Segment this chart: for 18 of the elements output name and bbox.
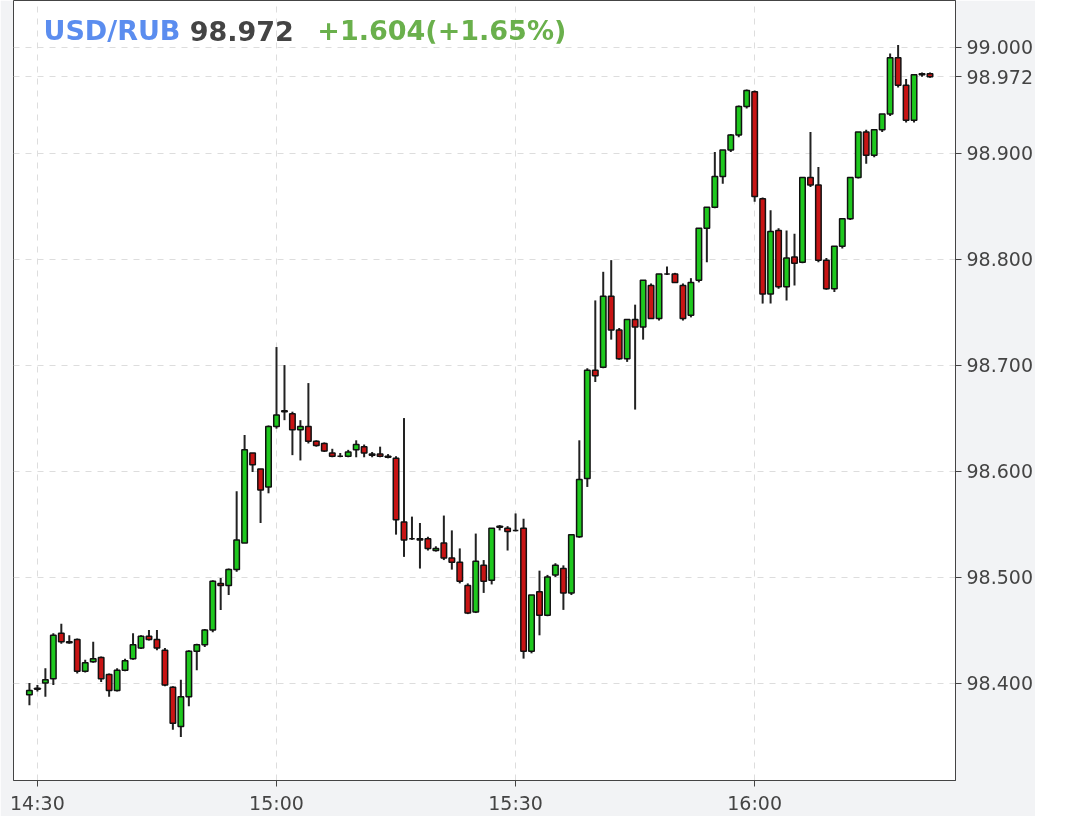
y-tick-label: 98.972 <box>966 65 1033 88</box>
y-tick-label: 98.700 <box>966 354 1033 377</box>
y-tick-label: 98.800 <box>966 248 1033 271</box>
y-tick-label: 98.900 <box>966 142 1033 165</box>
x-tick-label: 15:30 <box>488 791 543 814</box>
x-tick-label: 14:30 <box>10 791 65 814</box>
annotation: +1.604(+1.65%) <box>317 15 567 46</box>
candlestick <box>25 682 33 707</box>
y-tick-label: 98.500 <box>966 566 1033 589</box>
text: USD/RUB <box>43 15 181 46</box>
candlestick <box>504 525 512 552</box>
y-tick-label: 98.400 <box>966 672 1033 694</box>
x-tick-label: 16:00 <box>727 791 783 814</box>
text: 98.972 <box>189 15 294 47</box>
candlestick <box>41 667 49 698</box>
x-tick-label: 15:00 <box>249 791 304 814</box>
y-tick-label: 98.600 <box>966 460 1033 483</box>
y-tick-label: 99.000 <box>966 36 1033 59</box>
